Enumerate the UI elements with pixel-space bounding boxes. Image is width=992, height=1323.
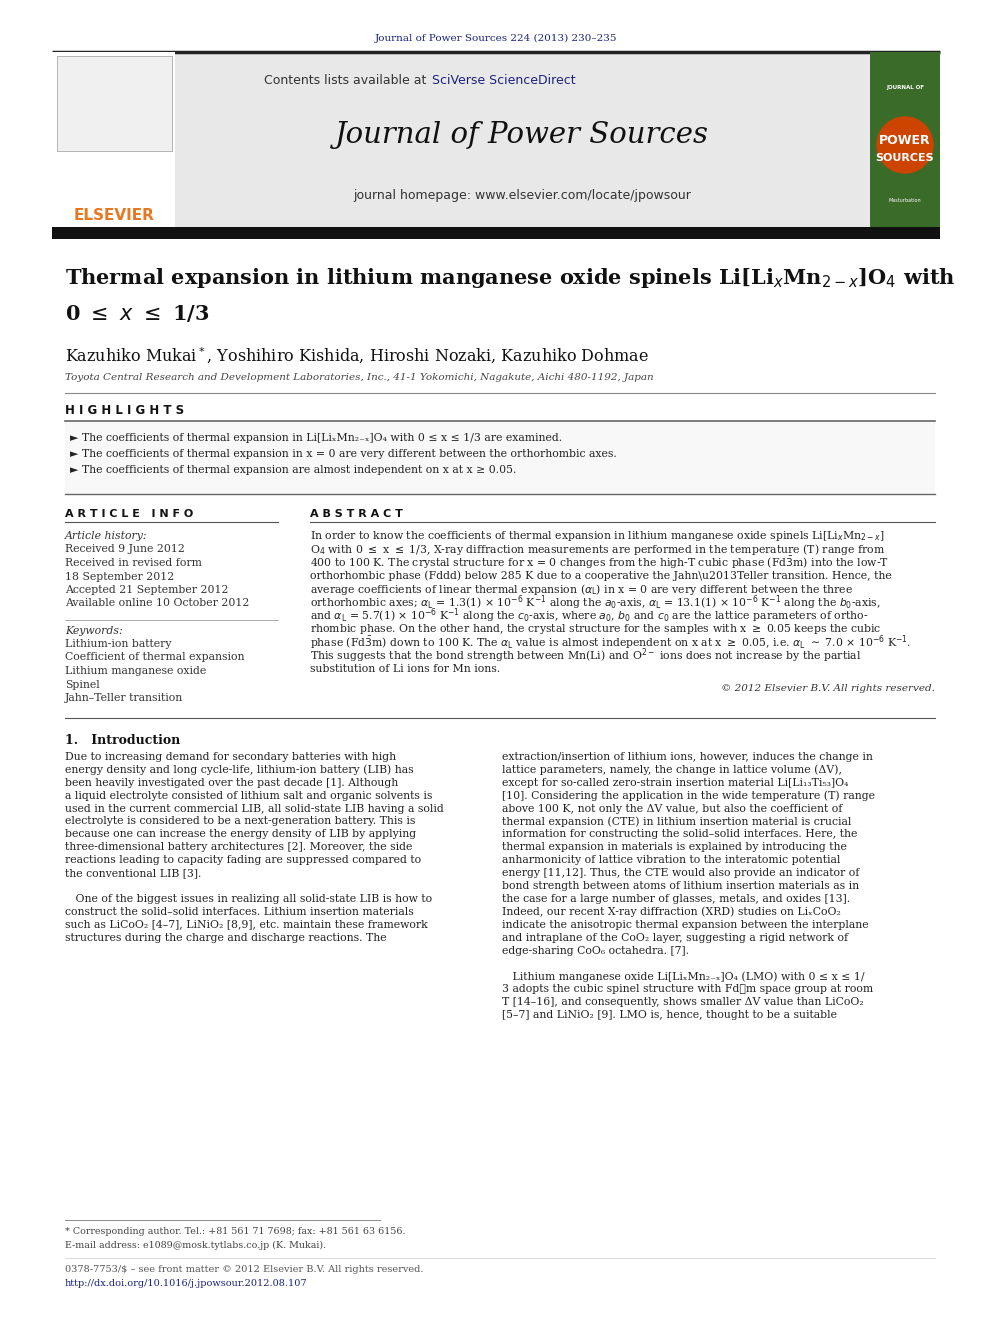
- Text: http://dx.doi.org/10.1016/j.jpowsour.2012.08.107: http://dx.doi.org/10.1016/j.jpowsour.201…: [65, 1278, 308, 1287]
- Bar: [52, 52, 175, 228]
- Text: [5–7] and LiNiO₂ [9]. LMO is, hence, thought to be a suitable: [5–7] and LiNiO₂ [9]. LMO is, hence, tho…: [502, 1009, 837, 1020]
- Text: Lithium manganese oxide: Lithium manganese oxide: [65, 665, 206, 676]
- Text: lattice parameters, namely, the change in lattice volume (ΔV),: lattice parameters, namely, the change i…: [502, 765, 842, 775]
- Circle shape: [877, 116, 933, 173]
- Text: journal homepage: www.elsevier.com/locate/jpowsour: journal homepage: www.elsevier.com/locat…: [353, 188, 691, 201]
- Text: Indeed, our recent X-ray diffraction (XRD) studies on LiₓCoO₂: Indeed, our recent X-ray diffraction (XR…: [502, 906, 841, 917]
- Text: orthorhombic axes; $\alpha_\mathrm{L}$ = 1.3(1) $\times$ 10$^{-6}$ K$^{-1}$ alon: orthorhombic axes; $\alpha_\mathrm{L}$ =…: [310, 593, 881, 611]
- Text: Due to increasing demand for secondary batteries with high: Due to increasing demand for secondary b…: [65, 751, 396, 762]
- Text: Lithium manganese oxide Li[LiₓMn₂₋ₓ]O₄ (LMO) with 0 ≤ x ≤ 1/: Lithium manganese oxide Li[LiₓMn₂₋ₓ]O₄ (…: [502, 971, 864, 982]
- Text: information for constructing the solid–solid interfaces. Here, the: information for constructing the solid–s…: [502, 830, 857, 839]
- Text: and $\alpha_\mathrm{L}$ = 5.7(1) $\times$ 10$^{-6}$ K$^{-1}$ along the $c_0$-axi: and $\alpha_\mathrm{L}$ = 5.7(1) $\times…: [310, 606, 868, 624]
- Text: Spinel: Spinel: [65, 680, 100, 689]
- Bar: [870, 52, 940, 228]
- Text: because one can increase the energy density of LIB by applying: because one can increase the energy dens…: [65, 830, 416, 839]
- Text: Available online 10 October 2012: Available online 10 October 2012: [65, 598, 249, 609]
- Text: SciVerse ScienceDirect: SciVerse ScienceDirect: [432, 74, 575, 86]
- Text: construct the solid–solid interfaces. Lithium insertion materials: construct the solid–solid interfaces. Li…: [65, 906, 414, 917]
- Text: ► The coefficients of thermal expansion in Li[LiₓMn₂₋ₓ]O₄ with 0 ≤ x ≤ 1/3 are e: ► The coefficients of thermal expansion …: [70, 433, 562, 443]
- Bar: [65, 421, 935, 493]
- Text: substitution of Li ions for Mn ions.: substitution of Li ions for Mn ions.: [310, 664, 500, 673]
- Text: used in the current commercial LIB, all solid-state LIB having a solid: used in the current commercial LIB, all …: [65, 803, 443, 814]
- Text: 0 $\leq$ $x$ $\leq$ 1/3: 0 $\leq$ $x$ $\leq$ 1/3: [65, 303, 209, 324]
- Text: Toyota Central Research and Development Laboratories, Inc., 41-1 Yokomichi, Naga: Toyota Central Research and Development …: [65, 373, 654, 382]
- Text: POWER: POWER: [879, 134, 930, 147]
- Text: phase (Fd$\bar{3}$m) down to 100 K. The $\alpha_\mathrm{L}$ value is almost inde: phase (Fd$\bar{3}$m) down to 100 K. The …: [310, 634, 911, 651]
- Text: the case for a large number of glasses, metals, and oxides [13].: the case for a large number of glasses, …: [502, 894, 850, 904]
- Text: energy density and long cycle-life, lithium-ion battery (LIB) has: energy density and long cycle-life, lith…: [65, 765, 414, 775]
- Text: indicate the anisotropic thermal expansion between the interplane: indicate the anisotropic thermal expansi…: [502, 919, 869, 930]
- Text: A B S T R A C T: A B S T R A C T: [310, 509, 403, 519]
- Text: Masturbation: Masturbation: [889, 197, 922, 202]
- Text: Thermal expansion in lithium manganese oxide spinels Li[Li$_x$Mn$_{2-x}$]O$_4$ w: Thermal expansion in lithium manganese o…: [65, 266, 955, 290]
- Text: A R T I C L E   I N F O: A R T I C L E I N F O: [65, 509, 193, 519]
- Bar: [175, 52, 870, 228]
- Text: Contents lists available at: Contents lists available at: [264, 74, 430, 86]
- Text: 400 to 100 K. The crystal structure for x = 0 changes from the high-T cubic phas: 400 to 100 K. The crystal structure for …: [310, 554, 889, 570]
- Text: In order to know the coefficients of thermal expansion in lithium manganese oxid: In order to know the coefficients of the…: [310, 529, 885, 542]
- Text: average coefficients of linear thermal expansion ($\alpha_\mathrm{L}$) in x = 0 : average coefficients of linear thermal e…: [310, 582, 853, 597]
- Text: anharmonicity of lattice vibration to the interatomic potential: anharmonicity of lattice vibration to th…: [502, 855, 840, 865]
- Text: Accepted 21 September 2012: Accepted 21 September 2012: [65, 585, 228, 595]
- Text: [10]. Considering the application in the wide temperature (T) range: [10]. Considering the application in the…: [502, 790, 875, 800]
- Text: Lithium-ion battery: Lithium-ion battery: [65, 639, 172, 650]
- Text: structures during the charge and discharge reactions. The: structures during the charge and dischar…: [65, 933, 387, 942]
- Text: SOURCES: SOURCES: [876, 153, 934, 163]
- Text: Coefficient of thermal expansion: Coefficient of thermal expansion: [65, 652, 244, 663]
- Text: T [14–16], and consequently, shows smaller ΔV value than LiCoO₂: T [14–16], and consequently, shows small…: [502, 998, 864, 1007]
- Text: orthorhombic phase (Fddd) below 285 K due to a cooperative the Jahn\u2013Teller : orthorhombic phase (Fddd) below 285 K du…: [310, 570, 892, 581]
- Text: edge-sharing CoO₆ octahedra. [7].: edge-sharing CoO₆ octahedra. [7].: [502, 946, 689, 955]
- Text: and intraplane of the CoO₂ layer, suggesting a rigid network of: and intraplane of the CoO₂ layer, sugges…: [502, 933, 848, 942]
- Text: 1.   Introduction: 1. Introduction: [65, 733, 181, 746]
- Text: except for so-called zero-strain insertion material Li[Li₁₃Ti₅₃]O₄: except for so-called zero-strain inserti…: [502, 778, 848, 787]
- Text: such as LiCoO₂ [4–7], LiNiO₂ [8,9], etc. maintain these framework: such as LiCoO₂ [4–7], LiNiO₂ [8,9], etc.…: [65, 919, 428, 930]
- Text: thermal expansion in materials is explained by introducing the: thermal expansion in materials is explai…: [502, 843, 847, 852]
- Text: Jahn–Teller transition: Jahn–Teller transition: [65, 693, 184, 703]
- Text: * Corresponding author. Tel.: +81 561 71 7698; fax: +81 561 63 6156.: * Corresponding author. Tel.: +81 561 71…: [65, 1228, 406, 1237]
- Text: the conventional LIB [3].: the conventional LIB [3].: [65, 868, 201, 878]
- Bar: [52, 228, 940, 239]
- Text: rhombic phase. On the other hand, the crystal structure for the samples with x $: rhombic phase. On the other hand, the cr…: [310, 622, 882, 636]
- Text: One of the biggest issues in realizing all solid-state LIB is how to: One of the biggest issues in realizing a…: [65, 894, 433, 904]
- Text: energy [11,12]. Thus, the CTE would also provide an indicator of: energy [11,12]. Thus, the CTE would also…: [502, 868, 859, 878]
- Text: Received 9 June 2012: Received 9 June 2012: [65, 545, 185, 554]
- Bar: [57, 56, 172, 151]
- Text: extraction/insertion of lithium ions, however, induces the change in: extraction/insertion of lithium ions, ho…: [502, 751, 873, 762]
- Text: above 100 K, not only the ΔV value, but also the coefficient of: above 100 K, not only the ΔV value, but …: [502, 803, 842, 814]
- Text: 0378-7753/$ – see front matter © 2012 Elsevier B.V. All rights reserved.: 0378-7753/$ – see front matter © 2012 El…: [65, 1266, 424, 1274]
- Text: JOURNAL OF: JOURNAL OF: [886, 86, 924, 90]
- Text: ► The coefficients of thermal expansion are almost independent on x at x ≥ 0.05.: ► The coefficients of thermal expansion …: [70, 464, 517, 475]
- Text: a liquid electrolyte consisted of lithium salt and organic solvents is: a liquid electrolyte consisted of lithiu…: [65, 791, 433, 800]
- Text: This suggests that the bond strength between Mn(Li) and O$^{2-}$ ions does not i: This suggests that the bond strength bet…: [310, 647, 862, 665]
- Text: three-dimensional battery architectures [2]. Moreover, the side: three-dimensional battery architectures …: [65, 843, 413, 852]
- Text: Received in revised form: Received in revised form: [65, 558, 202, 568]
- Text: ELSEVIER: ELSEVIER: [73, 208, 155, 222]
- Text: 18 September 2012: 18 September 2012: [65, 572, 175, 582]
- Text: reactions leading to capacity fading are suppressed compared to: reactions leading to capacity fading are…: [65, 855, 422, 865]
- Text: Article history:: Article history:: [65, 531, 148, 541]
- Text: Journal of Power Sources 224 (2013) 230–235: Journal of Power Sources 224 (2013) 230–…: [375, 33, 617, 42]
- Text: © 2012 Elsevier B.V. All rights reserved.: © 2012 Elsevier B.V. All rights reserved…: [721, 684, 935, 693]
- Text: Kazuhiko Mukai$^*$, Yoshihiro Kishida, Hiroshi Nozaki, Kazuhiko Dohmae: Kazuhiko Mukai$^*$, Yoshihiro Kishida, H…: [65, 347, 649, 366]
- Text: E-mail address: e1089@mosk.tytlabs.co.jp (K. Mukai).: E-mail address: e1089@mosk.tytlabs.co.jp…: [65, 1241, 326, 1249]
- Text: Keywords:: Keywords:: [65, 626, 123, 635]
- Text: bond strength between atoms of lithium insertion materials as in: bond strength between atoms of lithium i…: [502, 881, 859, 890]
- Text: O$_4$ with 0 $\leq$ x $\leq$ 1/3, X-ray diffraction measurements are performed i: O$_4$ with 0 $\leq$ x $\leq$ 1/3, X-ray …: [310, 542, 885, 557]
- Text: Journal of Power Sources: Journal of Power Sources: [335, 120, 709, 149]
- Text: thermal expansion (CTE) in lithium insertion material is crucial: thermal expansion (CTE) in lithium inser…: [502, 816, 851, 827]
- Text: been heavily investigated over the past decade [1]. Although: been heavily investigated over the past …: [65, 778, 398, 787]
- Text: electrolyte is considered to be a next-generation battery. This is: electrolyte is considered to be a next-g…: [65, 816, 416, 827]
- Text: ► The coefficients of thermal expansion in x = 0 are very different between the : ► The coefficients of thermal expansion …: [70, 448, 617, 459]
- Text: 3 adopts the cubic spinel structure with Fd͛m space group at room: 3 adopts the cubic spinel structure with…: [502, 984, 873, 994]
- Text: H I G H L I G H T S: H I G H L I G H T S: [65, 405, 185, 418]
